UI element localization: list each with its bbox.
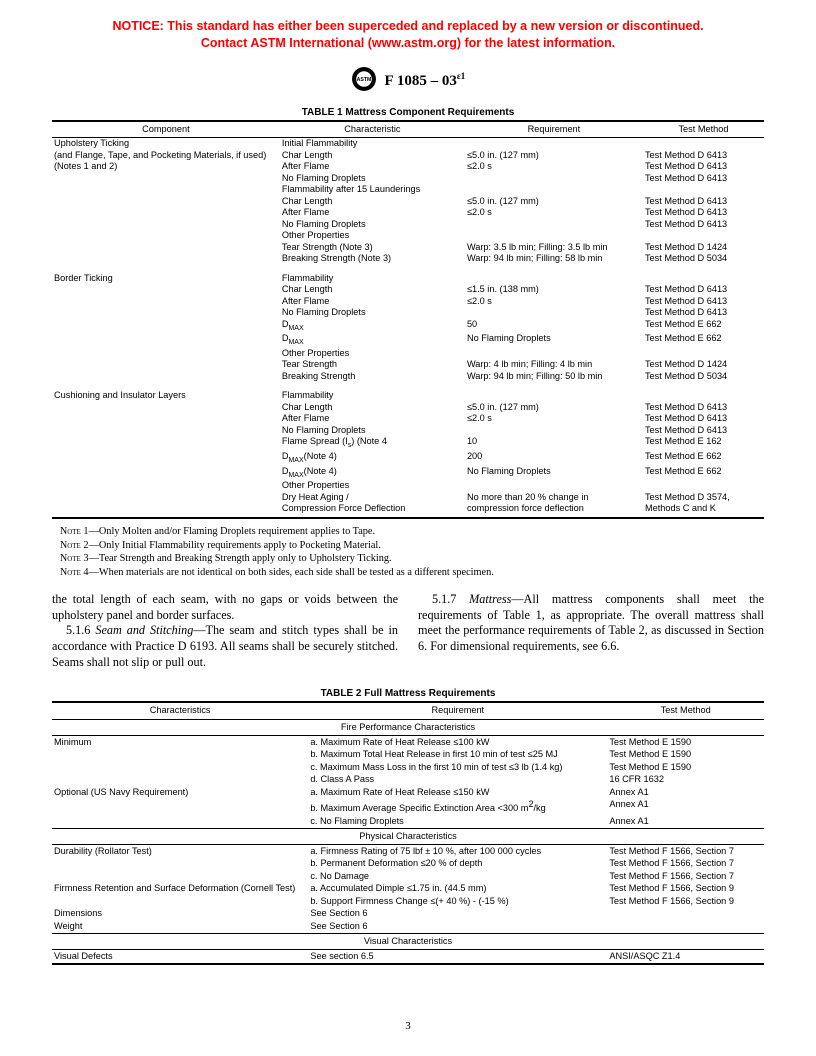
t1-row: Breaking Strength (Note 3)Warp: 94 lb mi… — [52, 253, 764, 265]
body-p2: 5.1.6 Seam and Stitching—The seam and st… — [52, 623, 398, 670]
t2-h3: Test Method — [607, 702, 764, 719]
t1-row: Flame Spread (Is) (Note 410Test Method E… — [52, 436, 764, 451]
t2-section: Visual Characteristics — [52, 933, 764, 950]
body-col-left: the total length of each seam, with no g… — [52, 592, 398, 670]
t2-h1: Characteristics — [52, 702, 308, 719]
t1-row: Upholstery TickingInitial Flammability — [52, 138, 764, 150]
t1-row: Flammability after 15 Launderings — [52, 184, 764, 196]
t1-row: Char Length≤1.5 in. (138 mm)Test Method … — [52, 284, 764, 296]
svg-text:ASTM: ASTM — [356, 77, 371, 83]
note-2: Note 2—Only Initial Flammability require… — [60, 539, 764, 553]
t2-row: c. No DamageTest Method F 1566, Section … — [52, 870, 764, 883]
notice-line2: Contact ASTM International (www.astm.org… — [201, 36, 615, 50]
t2-row: b. Maximum Total Heat Release in first 1… — [52, 749, 764, 762]
t1-row: No Flaming DropletsTest Method D 6413 — [52, 307, 764, 319]
t1-row: DMAX(Note 4)No Flaming DropletsTest Meth… — [52, 466, 764, 481]
t2-h2: Requirement — [308, 702, 607, 719]
designation-sup: ε1 — [457, 71, 465, 81]
t2-row: Optional (US Navy Requirement)a. Maximum… — [52, 786, 764, 799]
t1-row: After Flame≤2.0 sTest Method D 6413 — [52, 413, 764, 425]
t1-row: Breaking StrengthWarp: 94 lb min; Fillin… — [52, 371, 764, 383]
t1-row: (Notes 1 and 2)After Flame≤2.0 sTest Met… — [52, 161, 764, 173]
t2-row: c. No Flaming DropletsAnnex A1 — [52, 815, 764, 828]
designation: ASTM F 1085 – 03ε1 — [52, 66, 764, 97]
t2-row: c. Maximum Mass Loss in the first 10 min… — [52, 761, 764, 774]
designation-text: F 1085 – 03 — [385, 73, 457, 89]
t2-row: b. Permanent Deformation ≤20 % of depthT… — [52, 858, 764, 871]
t1-row: Other Properties — [52, 348, 764, 360]
t1-row: (and Flange, Tape, and Pocketing Materia… — [52, 150, 764, 162]
t2-row: Firmness Retention and Surface Deformati… — [52, 883, 764, 896]
t1-h2: Characteristic — [280, 121, 465, 138]
notice-banner: NOTICE: This standard has either been su… — [52, 18, 764, 52]
t1-h4: Test Method — [643, 121, 764, 138]
body-columns: the total length of each seam, with no g… — [52, 592, 764, 670]
t1-row: Other Properties — [52, 230, 764, 242]
t1-row: Cushioning and Insulator LayersFlammabil… — [52, 382, 764, 402]
t1-h1: Component — [52, 121, 280, 138]
t1-row: No Flaming DropletsTest Method D 6413 — [52, 173, 764, 185]
body-p3: 5.1.7 Mattress—All mattress components s… — [418, 592, 764, 654]
t1-row: After Flame≤2.0 sTest Method D 6413 — [52, 296, 764, 308]
t1-row: After Flame≤2.0 sTest Method D 6413 — [52, 207, 764, 219]
astm-logo-icon: ASTM — [351, 66, 377, 97]
t1-row: Char Length≤5.0 in. (127 mm)Test Method … — [52, 402, 764, 414]
t1-row: Char Length≤5.0 in. (127 mm)Test Method … — [52, 196, 764, 208]
t1-row: No Flaming DropletsTest Method D 6413 — [52, 219, 764, 231]
t2-row: WeightSee Section 6 — [52, 920, 764, 933]
t1-row: Compression Force Deflectioncompression … — [52, 503, 764, 518]
note-1: Note 1—Only Molten and/or Flaming Drople… — [60, 525, 764, 539]
page-number: 3 — [0, 1020, 816, 1032]
note-3: Note 3—Tear Strength and Breaking Streng… — [60, 552, 764, 566]
table1-notes: Note 1—Only Molten and/or Flaming Drople… — [60, 525, 764, 581]
t1-row: DMAX(Note 4)200Test Method E 662 — [52, 451, 764, 466]
t1-row: Border TickingFlammability — [52, 265, 764, 285]
t1-h3: Requirement — [465, 121, 643, 138]
t2-row: Visual DefectsSee section 6.5ANSI/ASQC Z… — [52, 950, 764, 964]
page: NOTICE: This standard has either been su… — [0, 0, 816, 1056]
t2-row: b. Maximum Average Specific Extinction A… — [52, 799, 764, 816]
table2: Characteristics Requirement Test Method … — [52, 701, 764, 965]
t1-row: Tear StrengthWarp: 4 lb min; Filling: 4 … — [52, 359, 764, 371]
t2-row: Minimuma. Maximum Rate of Heat Release ≤… — [52, 736, 764, 749]
t2-row: b. Support Firmness Change ≤(+ 40 %) - (… — [52, 895, 764, 908]
notice-line1: NOTICE: This standard has either been su… — [112, 19, 703, 33]
t1-row: Tear Strength (Note 3)Warp: 3.5 lb min; … — [52, 242, 764, 254]
table1-title: TABLE 1 Mattress Component Requirements — [52, 107, 764, 118]
t2-row: d. Class A Pass16 CFR 1632 — [52, 774, 764, 787]
t1-row: Other Properties — [52, 480, 764, 492]
t2-section: Fire Performance Characteristics — [52, 719, 764, 736]
t1-row: Dry Heat Aging /No more than 20 % change… — [52, 492, 764, 504]
t2-row: Durability (Rollator Test)a. Firmness Ra… — [52, 845, 764, 858]
note-4: Note 4—When materials are not identical … — [60, 566, 764, 580]
t1-row: No Flaming DropletsTest Method D 6413 — [52, 425, 764, 437]
table2-header-row: Characteristics Requirement Test Method — [52, 702, 764, 719]
table1: Component Characteristic Requirement Tes… — [52, 120, 764, 519]
t1-row: DMAXNo Flaming DropletsTest Method E 662 — [52, 333, 764, 348]
body-col-right: 5.1.7 Mattress—All mattress components s… — [418, 592, 764, 670]
t1-row: DMAX50Test Method E 662 — [52, 319, 764, 334]
t2-section: Physical Characteristics — [52, 828, 764, 845]
table1-header-row: Component Characteristic Requirement Tes… — [52, 121, 764, 138]
t2-row: DimensionsSee Section 6 — [52, 908, 764, 921]
table2-title: TABLE 2 Full Mattress Requirements — [52, 688, 764, 699]
body-p1: the total length of each seam, with no g… — [52, 592, 398, 623]
